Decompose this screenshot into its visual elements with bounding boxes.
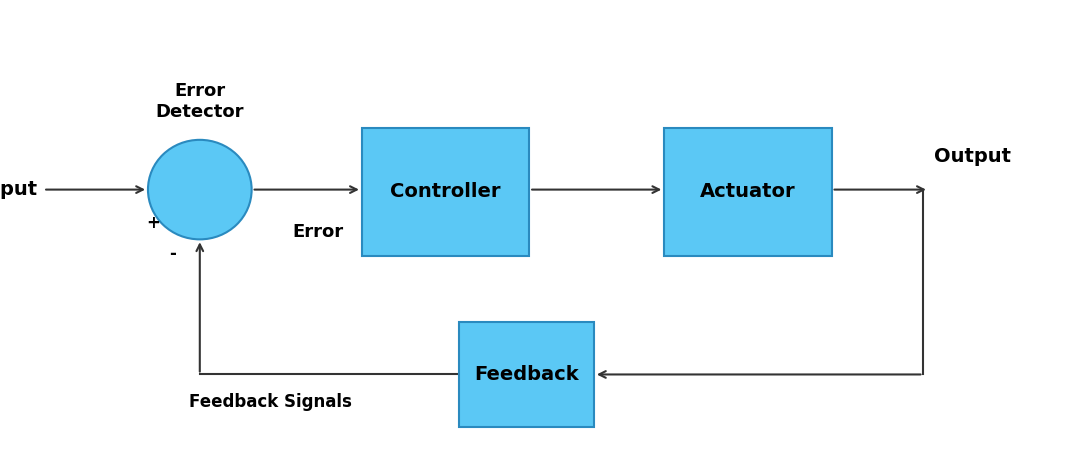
FancyBboxPatch shape: [362, 128, 529, 256]
Text: Feedback Signals: Feedback Signals: [189, 393, 352, 411]
Text: Error: Error: [292, 223, 343, 241]
Text: -: -: [170, 245, 176, 263]
Text: +: +: [147, 214, 160, 232]
Text: Feedback: Feedback: [474, 365, 579, 384]
Text: Output: Output: [934, 147, 1011, 166]
Text: Actuator: Actuator: [700, 182, 796, 201]
FancyBboxPatch shape: [459, 322, 594, 427]
Ellipse shape: [148, 140, 252, 239]
Text: Controller: Controller: [390, 182, 501, 201]
Text: Error
Detector: Error Detector: [156, 82, 244, 121]
FancyBboxPatch shape: [664, 128, 832, 256]
Text: Input: Input: [0, 180, 38, 199]
